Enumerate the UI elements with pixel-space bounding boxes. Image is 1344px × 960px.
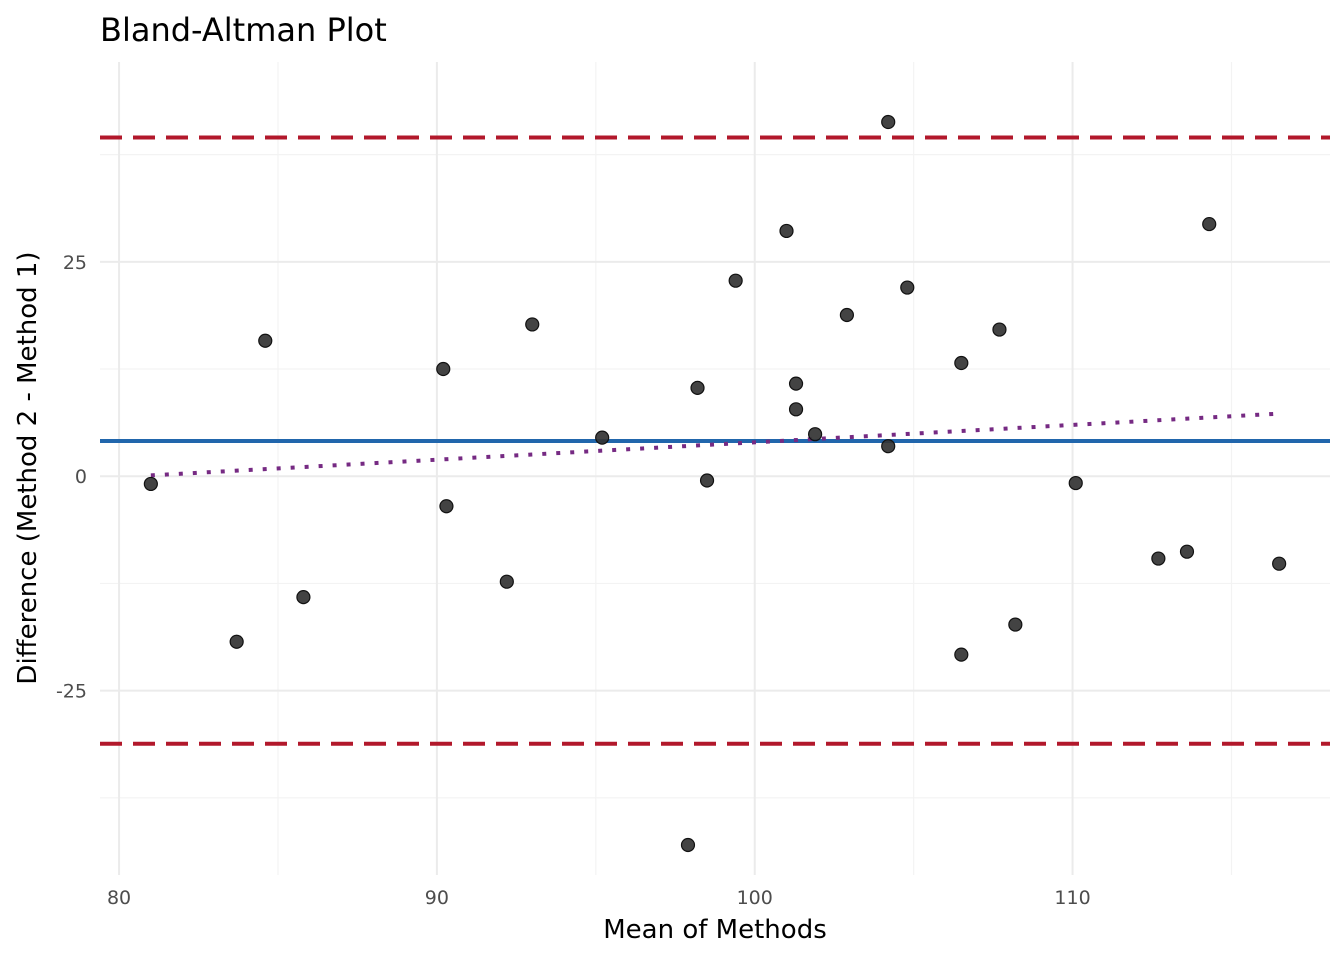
- data-point: [881, 114, 896, 130]
- data-point: [954, 647, 969, 662]
- y-tick-label: -25: [56, 681, 87, 703]
- data-point: [728, 273, 743, 288]
- data-point: [808, 427, 823, 442]
- data-point: [499, 574, 514, 589]
- data-point: [954, 355, 969, 371]
- data-point: [881, 439, 896, 454]
- data-point: [690, 380, 705, 395]
- data-point: [1272, 556, 1287, 571]
- data-point: [525, 317, 540, 332]
- y-tick-label: 25: [63, 252, 87, 274]
- trend-line: [150, 411, 1280, 478]
- data-point: [436, 361, 451, 377]
- x-tick-label: 80: [107, 887, 131, 909]
- data-point: [788, 376, 804, 391]
- major-gridlines: [100, 62, 1330, 875]
- data-point: [1179, 544, 1195, 559]
- data-point: [1202, 216, 1217, 232]
- data-point: [439, 499, 454, 514]
- data-point: [779, 223, 794, 239]
- reference-lines: [100, 135, 1330, 746]
- data-point: [1008, 617, 1023, 632]
- data-points: [143, 114, 1287, 853]
- x-tick-label: 90: [425, 887, 449, 909]
- data-point: [258, 333, 273, 348]
- chart-title: Bland-Altman Plot: [100, 11, 387, 49]
- minor-gridlines: [100, 62, 1330, 875]
- data-point: [680, 837, 696, 853]
- x-axis-ticks: 80 90 100 110: [107, 887, 1091, 909]
- data-point: [699, 473, 715, 488]
- y-axis-title: Difference (Method 2 - Method 1): [13, 251, 43, 684]
- data-point: [1068, 475, 1083, 491]
- y-axis-ticks: -25 0 25: [56, 252, 87, 703]
- data-point: [788, 402, 804, 417]
- y-tick-label: 0: [75, 466, 87, 488]
- data-point: [992, 322, 1007, 337]
- data-point: [229, 634, 244, 649]
- x-tick-label: 100: [737, 887, 773, 909]
- data-point: [839, 307, 854, 323]
- data-point: [1151, 551, 1166, 566]
- data-point: [296, 590, 311, 605]
- data-point: [595, 430, 610, 445]
- x-axis-title: Mean of Methods: [603, 915, 827, 945]
- x-tick-label: 110: [1054, 887, 1090, 909]
- data-point: [143, 476, 158, 492]
- data-point: [900, 280, 915, 295]
